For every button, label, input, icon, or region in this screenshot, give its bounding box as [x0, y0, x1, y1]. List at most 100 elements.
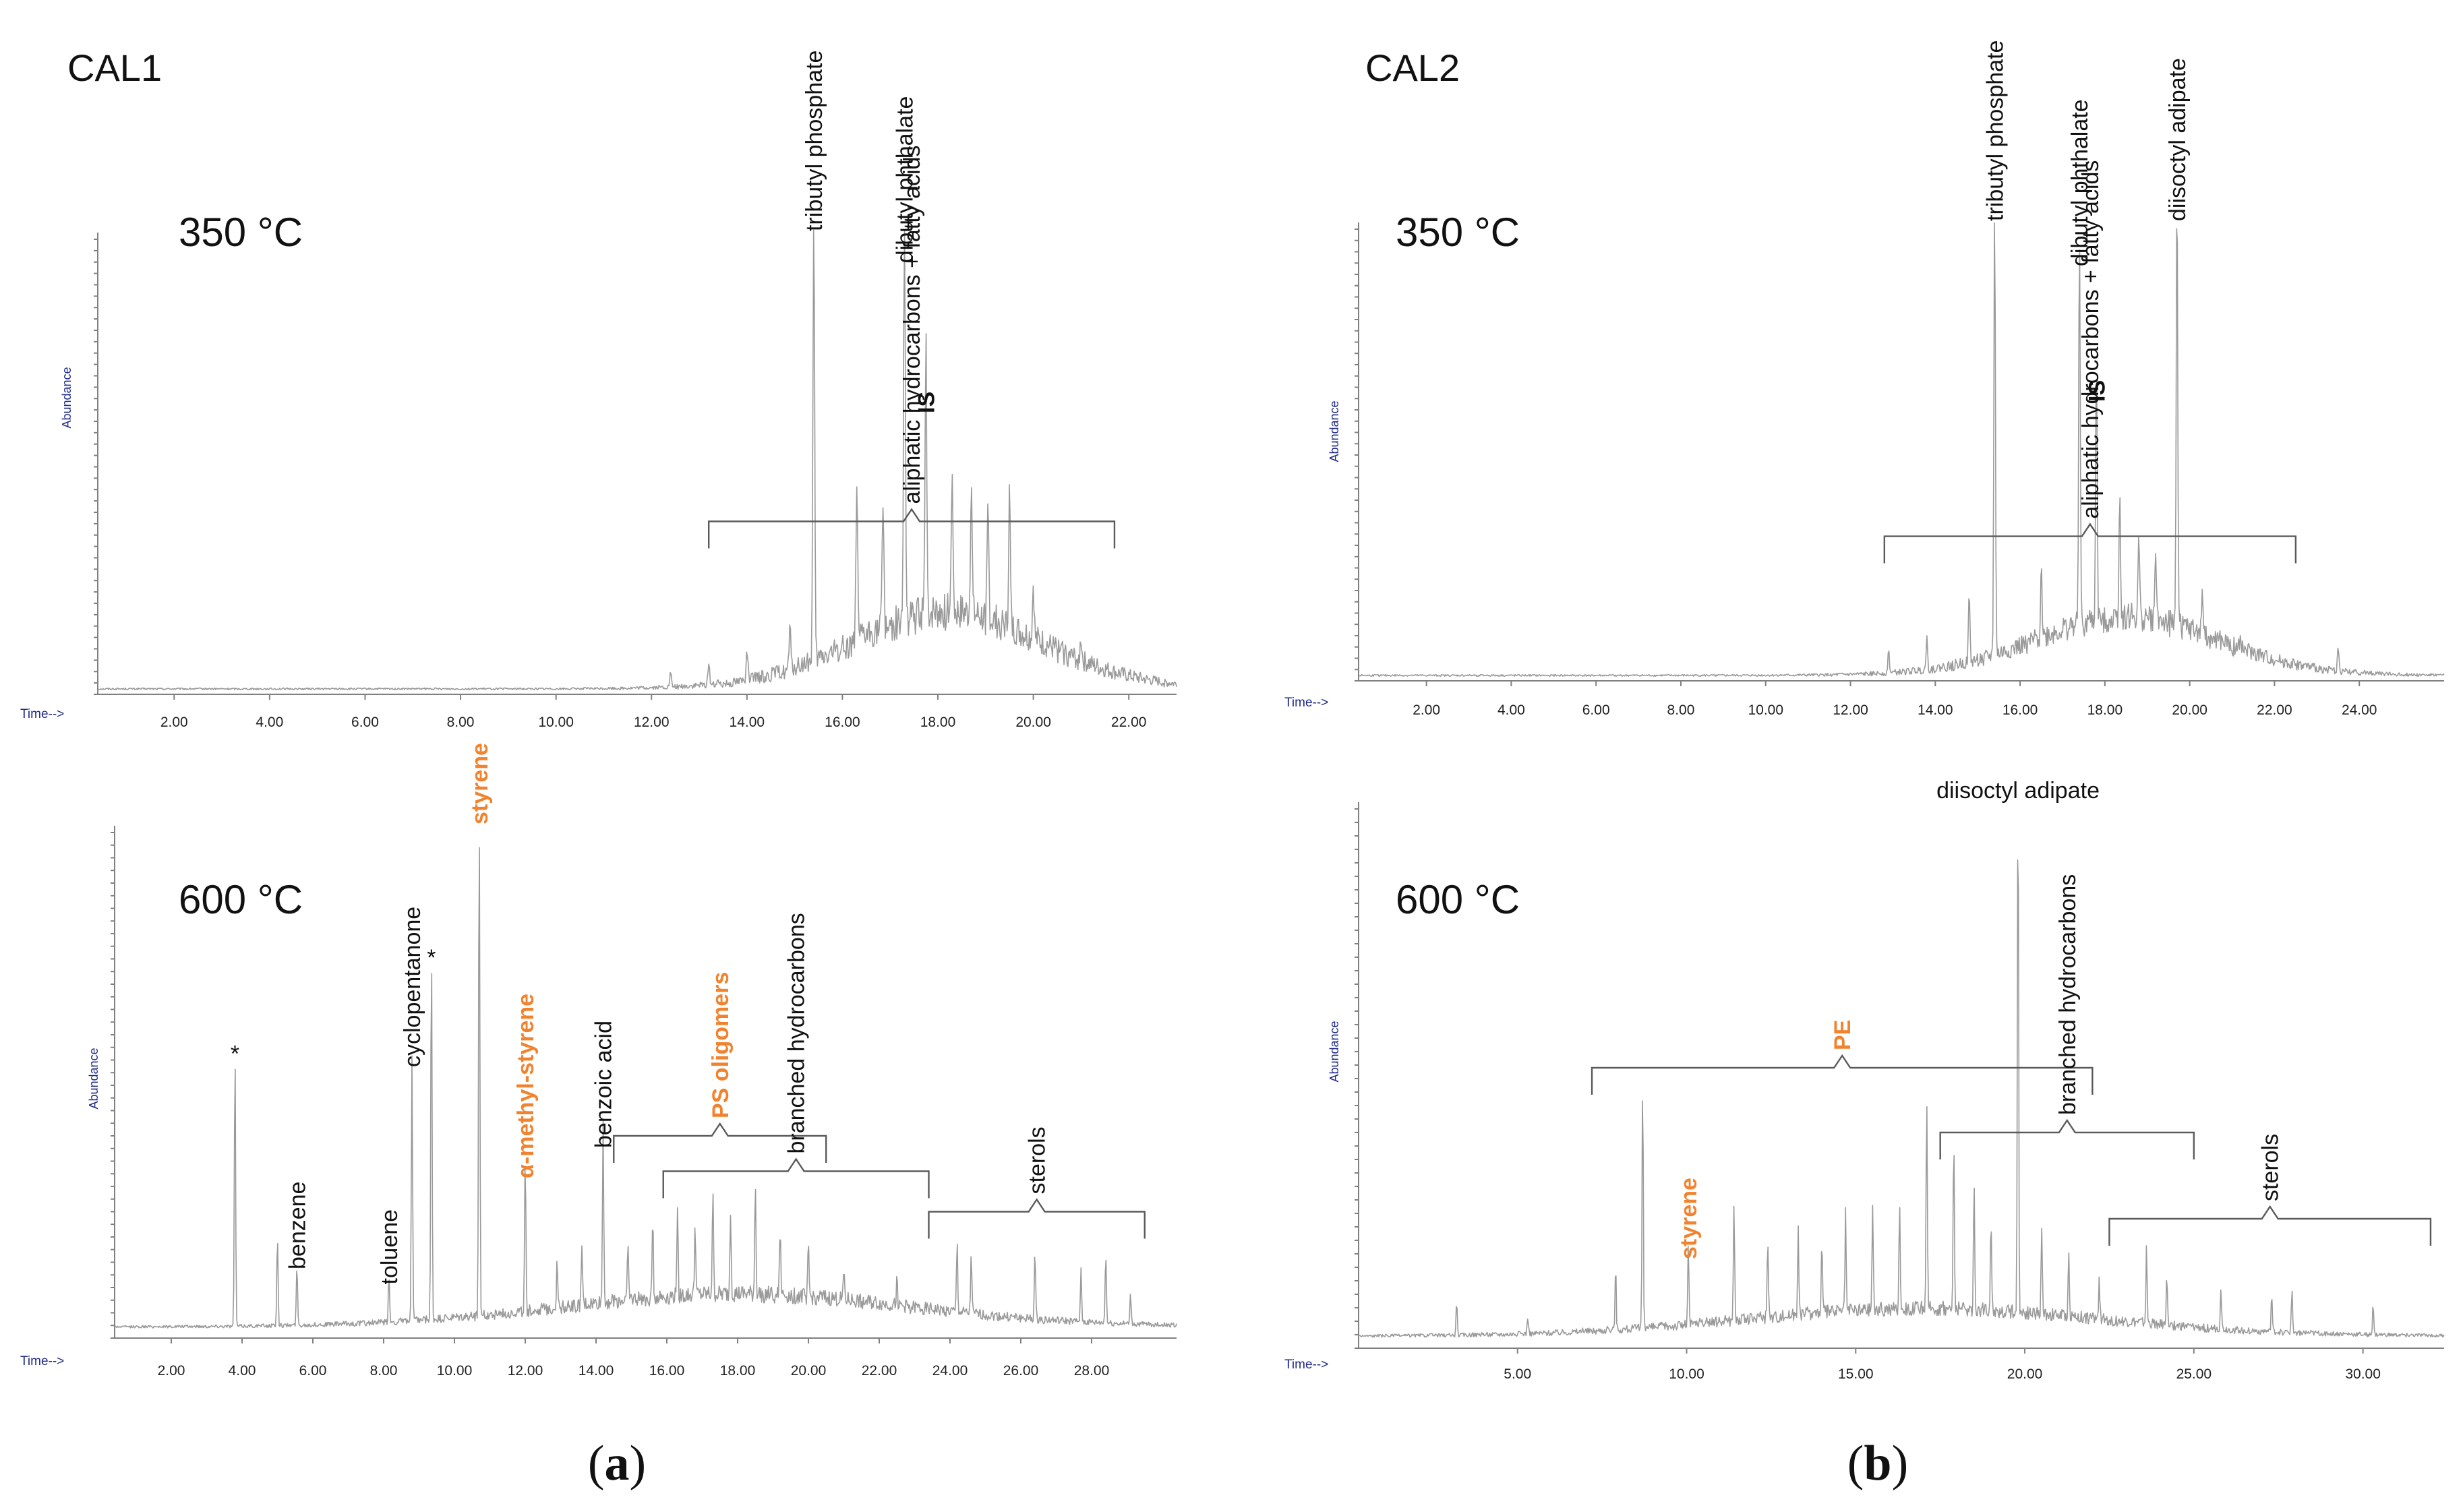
x-tick-label: 12.00: [1833, 702, 1868, 718]
region-bracket: [2108, 1205, 2432, 1246]
temperature-label: 350 °C: [179, 210, 303, 255]
y-axis-label: Abundance: [1328, 1021, 1341, 1082]
region-label: aliphatic hydrocarbons + fatty acids: [899, 145, 925, 504]
x-tick-label: 14.00: [578, 1363, 614, 1379]
peak-label: dibutyl phthalate: [892, 96, 918, 264]
y-axis-label: Abundance: [87, 1048, 100, 1109]
x-tick-label: 14.00: [730, 715, 765, 730]
x-tick-label: 16.00: [825, 715, 860, 730]
y-axis-label: Abundance: [60, 367, 73, 428]
x-tick-label: 22.00: [862, 1363, 897, 1379]
x-tick-label: 14.00: [1918, 702, 1953, 718]
peak-label: styrene: [1676, 1178, 1702, 1259]
x-tick-label: 10.00: [538, 715, 574, 730]
peak-label: tributyl phosphate: [1982, 40, 2008, 221]
region-label: sterols: [2258, 1134, 2284, 1201]
x-tick-label: 8.00: [447, 715, 475, 730]
x-tick-label: 2.00: [1413, 702, 1440, 718]
x-tick-label: 20.00: [791, 1363, 827, 1379]
chromatogram-cal1-350: CAL1 350 °C Abundance Time--> 2.00 4.00 6.00 8.…: [20, 47, 1177, 730]
x-tick-label: 6.00: [351, 715, 379, 730]
x-tick-label: 30.00: [2345, 1366, 2381, 1382]
x-tick-label: 20.00: [2007, 1366, 2043, 1382]
y-axis-label: Abundance: [1328, 400, 1341, 462]
x-tick-label: 20.00: [2172, 702, 2207, 718]
chromatogram-trace: [1358, 222, 2445, 677]
region-label: PS oligomers: [708, 972, 734, 1118]
x-tick-label: 2.00: [158, 1363, 185, 1379]
chromatogram-trace: [114, 847, 1177, 1329]
x-tick-label: 4.00: [1497, 702, 1525, 718]
x-tick-label: 10.00: [437, 1363, 473, 1379]
peak-label: styrene: [467, 743, 493, 824]
x-tick-label: 4.00: [256, 715, 283, 730]
peak-label: benzene: [285, 1182, 310, 1269]
peak-label: toluene: [377, 1209, 403, 1285]
x-tick-label: 2.00: [160, 715, 188, 730]
x-tick-label: 12.00: [508, 1363, 543, 1379]
x-tick-label: 8.00: [1667, 702, 1695, 718]
x-axis-label: Time-->: [20, 707, 64, 721]
panel-tag-b: (b): [1847, 1436, 1908, 1491]
x-tick-label: 10.00: [1748, 702, 1783, 718]
region-bracket: [707, 508, 1116, 549]
region-label: PE: [1830, 1020, 1856, 1050]
panel-tag-a: (a): [588, 1436, 646, 1491]
peak-label: benzoic acid: [591, 1021, 617, 1148]
x-tick-label: 25.00: [2176, 1366, 2212, 1382]
x-tick-label: 12.00: [634, 715, 670, 730]
chromatogram-trace: [1358, 859, 2445, 1338]
chromatogram-cal1-600: 600 °C Abundance Time--> 2.00 4.00 6.00 8.00 10…: [20, 743, 1177, 1379]
x-tick-label: 6.00: [299, 1363, 327, 1379]
peak-label: diisoctyl adipate: [1936, 778, 2100, 804]
x-axis-label: Time-->: [1284, 1358, 1328, 1372]
peak-label: tributyl phosphate: [802, 51, 827, 231]
peak-marker-asterisk: *: [231, 1041, 239, 1067]
x-tick-label: 6.00: [1582, 702, 1610, 718]
x-tick-label: 18.00: [2087, 702, 2123, 718]
temperature-label: 600 °C: [1396, 877, 1520, 922]
x-tick-label: 28.00: [1074, 1363, 1110, 1379]
region-bracket: [662, 1157, 930, 1199]
x-tick-label: 10.00: [1669, 1366, 1704, 1382]
chromatogram-trace: [97, 229, 1177, 690]
x-tick-label: 5.00: [1504, 1366, 1531, 1382]
peak-label: dibutyl phthalate: [2067, 99, 2093, 266]
x-tick-label: 22.00: [1111, 715, 1147, 730]
x-tick-label: 24.00: [932, 1363, 968, 1379]
x-tick-label: 8.00: [370, 1363, 398, 1379]
region-label: sterols: [1025, 1126, 1050, 1194]
peak-label: diisoctyl adipate: [2165, 58, 2191, 221]
x-tick-label: 18.00: [920, 715, 956, 730]
region-bracket: [1939, 1118, 2195, 1159]
region-bracket: [928, 1198, 1146, 1239]
chromatogram-cal2-350: CAL2 350 °C Abundance Time--> 2.00 4.00 6.00 8.…: [1284, 40, 2445, 718]
x-tick-label: 4.00: [229, 1363, 256, 1379]
region-bracket: [613, 1122, 827, 1163]
x-tick-label: 22.00: [2257, 702, 2292, 718]
peak-label: IS: [914, 392, 939, 413]
temperature-label: 350 °C: [1396, 210, 1520, 255]
x-axis-label: Time-->: [1284, 696, 1328, 710]
x-tick-label: 20.00: [1015, 715, 1051, 730]
x-tick-label: 16.00: [649, 1363, 685, 1379]
region-label: branched hydrocarbons: [784, 913, 810, 1153]
x-axis-label: Time-->: [20, 1354, 64, 1368]
region-label: aliphatic hydrocarbons + fatty acids: [2078, 160, 2104, 519]
peak-marker-asterisk: *: [427, 945, 436, 971]
x-tick-label: 16.00: [2002, 702, 2038, 718]
x-tick-label: 26.00: [1003, 1363, 1039, 1379]
region-label: branched hydrocarbons: [2055, 874, 2081, 1115]
x-tick-label: 24.00: [2342, 702, 2377, 718]
sample-title: CAL2: [1365, 47, 1460, 89]
x-tick-label: 18.00: [720, 1363, 756, 1379]
region-bracket: [1591, 1054, 2094, 1095]
temperature-label: 600 °C: [179, 877, 303, 922]
peak-label: cyclopentanone: [400, 907, 425, 1067]
sample-title: CAL1: [67, 47, 162, 89]
chromatogram-cal2-600: 600 °C Abundance Time--> 5.00 10.00 15.00 20.0…: [1284, 778, 2445, 1382]
peak-label: IS: [2084, 380, 2110, 402]
x-tick-label: 15.00: [1838, 1366, 1874, 1382]
peak-label: α-methyl-styrene: [513, 994, 539, 1178]
